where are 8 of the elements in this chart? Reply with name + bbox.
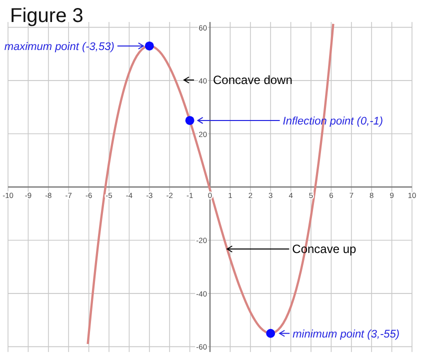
chart-title: Figure 3 [10,5,84,27]
annotation: maximum point (-3,53) [4,40,115,53]
annotation: minimum point (3,-55) [292,328,400,340]
point [144,41,154,50]
annotation: Concave down [213,73,292,87]
point [266,328,276,338]
annotation: Concave up [292,242,357,256]
point [185,116,194,125]
